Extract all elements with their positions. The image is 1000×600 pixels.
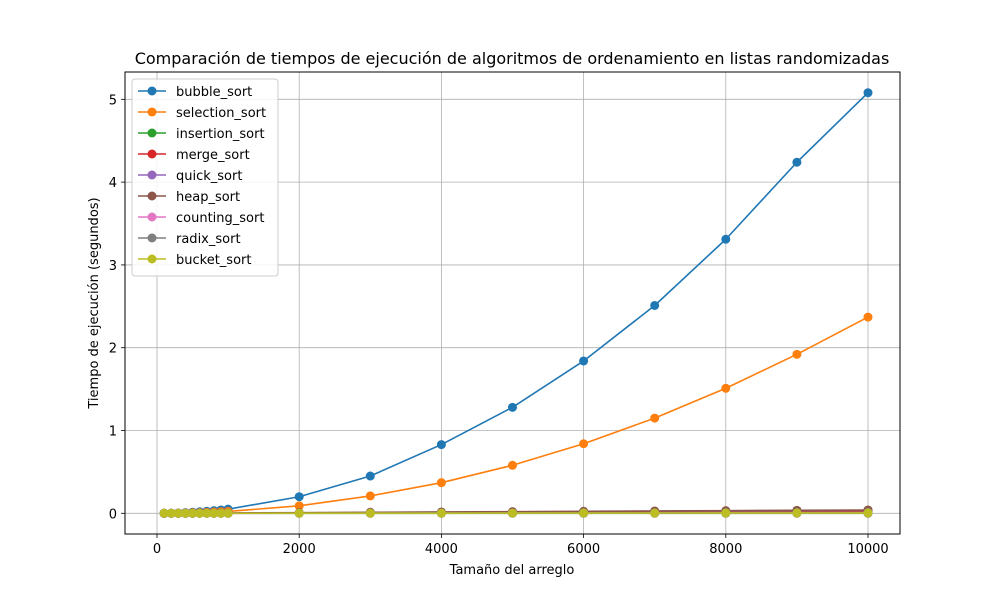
series-layer bbox=[159, 88, 873, 518]
data-point bbox=[209, 508, 219, 518]
legend-marker bbox=[147, 149, 157, 159]
legend-marker bbox=[147, 212, 157, 222]
data-point bbox=[159, 508, 169, 518]
data-point bbox=[863, 508, 873, 518]
legend-label: bucket_sort bbox=[176, 253, 251, 268]
y-tick-label: 1 bbox=[109, 425, 117, 440]
legend-box bbox=[131, 78, 279, 277]
legend-item: insertion_sort bbox=[138, 127, 265, 142]
x-tick-label: 2000 bbox=[283, 542, 316, 557]
data-point bbox=[436, 508, 446, 518]
legend-item: radix_sort bbox=[138, 232, 241, 247]
data-point bbox=[223, 508, 233, 518]
data-point bbox=[436, 478, 446, 488]
y-axis-title: Tiempo de ejecución (segundos) bbox=[87, 197, 102, 409]
data-point bbox=[365, 508, 375, 518]
x-tick-label: 4000 bbox=[425, 542, 458, 557]
data-point bbox=[792, 349, 802, 359]
legend-label: bubble_sort bbox=[176, 85, 252, 100]
data-point bbox=[863, 312, 873, 322]
data-point bbox=[365, 491, 375, 501]
legend-item: merge_sort bbox=[138, 148, 250, 163]
data-point bbox=[863, 88, 873, 98]
legend-label: insertion_sort bbox=[176, 127, 265, 142]
data-point bbox=[216, 508, 226, 518]
y-tick-label: 4 bbox=[109, 176, 117, 191]
y-tick-label: 5 bbox=[109, 93, 117, 108]
data-point bbox=[173, 508, 183, 518]
legend-label: quick_sort bbox=[176, 169, 242, 184]
legend-marker bbox=[147, 128, 157, 138]
legend-item: heap_sort bbox=[138, 190, 240, 205]
data-point bbox=[294, 508, 304, 518]
data-point bbox=[650, 300, 660, 310]
data-point bbox=[792, 508, 802, 518]
data-point bbox=[180, 508, 190, 518]
data-point bbox=[579, 508, 589, 518]
data-point bbox=[508, 508, 517, 518]
data-point bbox=[508, 460, 517, 470]
y-tick-label: 3 bbox=[109, 259, 117, 274]
legend-label: heap_sort bbox=[176, 190, 240, 205]
legend-item: quick_sort bbox=[138, 169, 242, 184]
legend-marker bbox=[147, 107, 157, 117]
x-tick-label: 0 bbox=[153, 542, 161, 557]
legend-label: merge_sort bbox=[176, 148, 250, 163]
legend-marker bbox=[147, 233, 157, 243]
legend-label: counting_sort bbox=[176, 211, 264, 226]
x-tick-label: 6000 bbox=[567, 542, 600, 557]
data-point bbox=[579, 356, 589, 366]
x-axis-title: Tamaño del arreglo bbox=[449, 563, 575, 578]
legend-item: selection_sort bbox=[138, 106, 266, 121]
x-tick-label: 8000 bbox=[709, 542, 742, 557]
data-point bbox=[721, 383, 731, 393]
data-point bbox=[721, 508, 731, 518]
y-axis: 0 1 2 3 4 5 bbox=[109, 93, 125, 522]
legend-marker bbox=[147, 191, 157, 201]
data-point bbox=[195, 508, 205, 518]
legend-label: selection_sort bbox=[176, 106, 266, 121]
data-point bbox=[294, 501, 304, 511]
legend-item: bubble_sort bbox=[138, 85, 252, 100]
legend-marker bbox=[147, 254, 157, 264]
data-point bbox=[202, 508, 212, 518]
legend: bubble_sort selection_sort insertion_sortm… bbox=[131, 78, 279, 277]
data-point bbox=[792, 157, 802, 167]
data-point bbox=[294, 492, 304, 502]
data-point bbox=[650, 413, 660, 423]
data-point bbox=[508, 402, 517, 412]
data-point bbox=[721, 234, 731, 244]
x-axis: 0 2000 4000 6000 8000 10000 bbox=[153, 534, 889, 557]
data-point bbox=[188, 508, 198, 518]
data-point bbox=[579, 439, 589, 449]
chart-title: Comparación de tiempos de ejecución de a… bbox=[135, 49, 890, 68]
y-tick-label: 2 bbox=[109, 342, 117, 357]
data-point bbox=[166, 508, 176, 518]
data-point bbox=[365, 471, 375, 481]
legend-item: bucket_sort bbox=[138, 253, 251, 268]
legend-item: counting_sort bbox=[138, 211, 264, 226]
x-tick-label: 10000 bbox=[847, 542, 888, 557]
legend-marker bbox=[147, 170, 157, 180]
data-point bbox=[436, 440, 446, 450]
legend-marker bbox=[147, 86, 157, 96]
legend-label: radix_sort bbox=[176, 232, 241, 247]
plot-frame bbox=[124, 71, 901, 535]
y-tick-label: 0 bbox=[109, 507, 117, 522]
series-bucket-sort bbox=[159, 508, 873, 518]
data-point bbox=[650, 508, 660, 518]
